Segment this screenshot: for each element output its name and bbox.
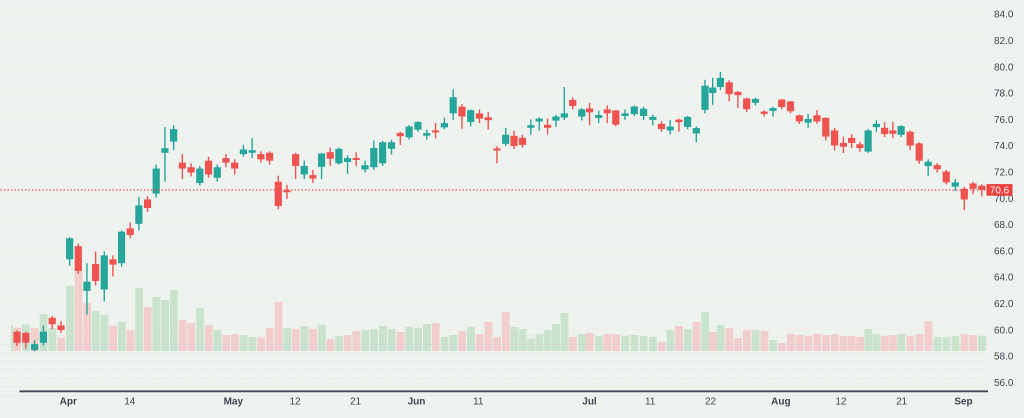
svg-text:12: 12 bbox=[289, 397, 301, 408]
svg-text:70.0: 70.0 bbox=[994, 194, 1014, 205]
svg-text:70.6: 70.6 bbox=[990, 186, 1010, 197]
svg-text:72.0: 72.0 bbox=[994, 168, 1014, 179]
svg-text:82.0: 82.0 bbox=[994, 36, 1014, 47]
svg-text:80.0: 80.0 bbox=[994, 62, 1014, 73]
svg-text:68.0: 68.0 bbox=[994, 220, 1014, 231]
svg-text:64.0: 64.0 bbox=[994, 273, 1014, 284]
svg-text:21: 21 bbox=[896, 397, 908, 408]
svg-text:78.0: 78.0 bbox=[994, 89, 1014, 100]
svg-text:58.0: 58.0 bbox=[994, 352, 1014, 363]
svg-text:Sep: Sep bbox=[954, 397, 972, 408]
svg-text:Aug: Aug bbox=[771, 397, 790, 408]
svg-text:62.0: 62.0 bbox=[994, 299, 1014, 310]
svg-text:56.0: 56.0 bbox=[994, 378, 1014, 389]
svg-text:66.0: 66.0 bbox=[994, 246, 1014, 257]
svg-text:11: 11 bbox=[645, 397, 656, 408]
svg-text:Apr: Apr bbox=[60, 397, 77, 408]
svg-text:12: 12 bbox=[835, 397, 847, 408]
svg-text:76.0: 76.0 bbox=[994, 115, 1014, 126]
svg-text:74.0: 74.0 bbox=[994, 141, 1014, 152]
svg-text:May: May bbox=[224, 397, 244, 408]
svg-text:22: 22 bbox=[705, 397, 717, 408]
svg-text:Jun: Jun bbox=[408, 397, 426, 408]
svg-text:84.0: 84.0 bbox=[994, 10, 1014, 21]
svg-text:21: 21 bbox=[350, 397, 362, 408]
svg-text:60.0: 60.0 bbox=[994, 325, 1014, 336]
svg-text:14: 14 bbox=[124, 397, 136, 408]
svg-text:Jul: Jul bbox=[582, 397, 597, 408]
svg-text:11: 11 bbox=[473, 397, 484, 408]
